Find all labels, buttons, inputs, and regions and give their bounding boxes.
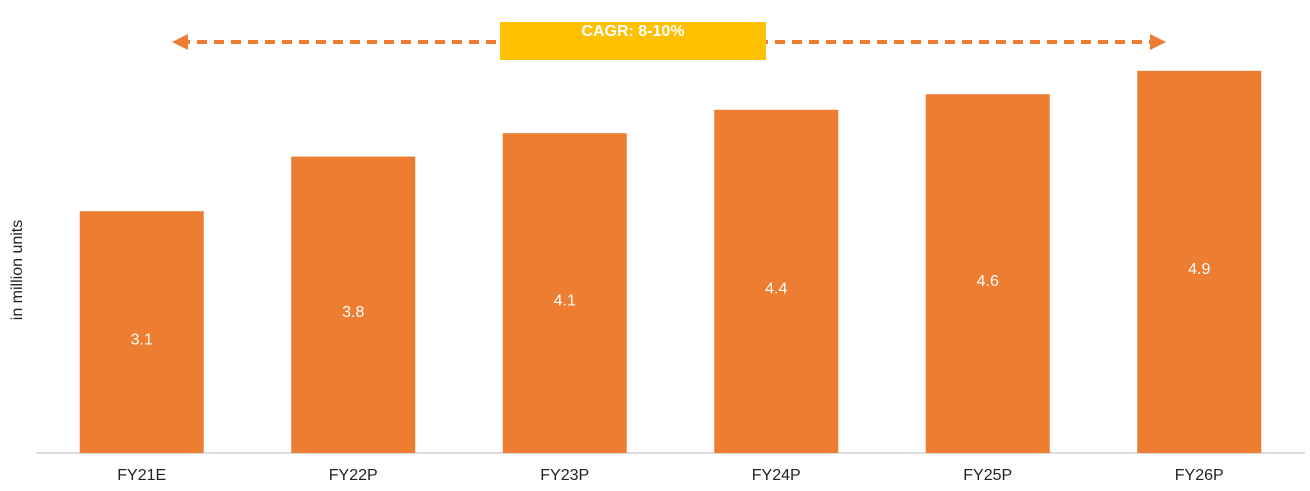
bar	[1137, 70, 1262, 454]
cagr-box	[500, 22, 766, 60]
value-label: 3.1	[131, 331, 153, 348]
value-label: 4.6	[977, 273, 999, 290]
x-tick-label: FY22P	[329, 467, 378, 484]
bar	[79, 211, 204, 453]
bar	[925, 94, 1050, 453]
x-tick-label: FY21E	[117, 467, 166, 484]
bar	[502, 133, 627, 453]
value-label: 3.8	[342, 304, 364, 321]
x-tick-label: FY26P	[1175, 467, 1224, 484]
bar	[291, 156, 416, 453]
value-label: 4.9	[1188, 261, 1210, 278]
bar	[714, 109, 839, 454]
x-tick-label: FY25P	[963, 467, 1012, 484]
y-axis-label: in million units	[9, 220, 26, 320]
value-label: 4.1	[554, 292, 576, 309]
x-tick-label: FY23P	[540, 467, 589, 484]
cagr-label: CAGR: 8-10%	[581, 23, 684, 40]
x-tick-label: FY24P	[752, 467, 801, 484]
value-label: 4.4	[765, 281, 787, 298]
